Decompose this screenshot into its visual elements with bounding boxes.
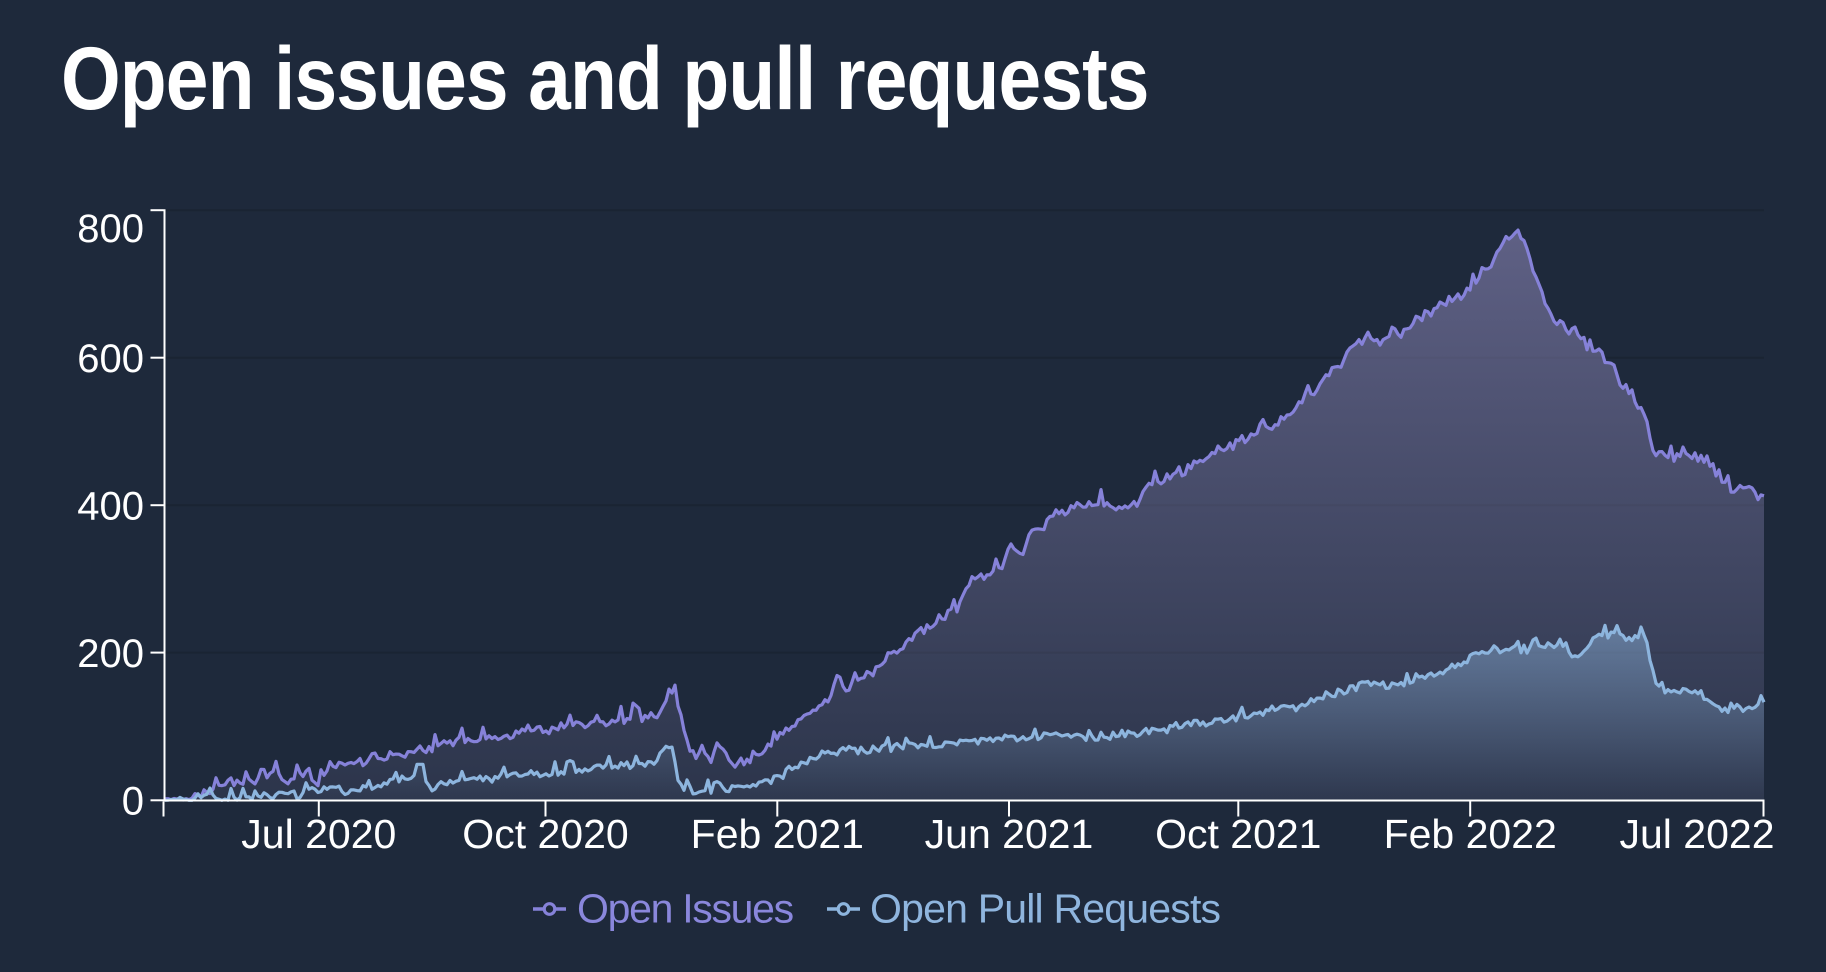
svg-text:Open issues and pull requests: Open issues and pull requests <box>61 29 1149 129</box>
svg-text:Feb 2022: Feb 2022 <box>1384 811 1557 857</box>
svg-text:Open Issues: Open Issues <box>577 886 794 932</box>
svg-text:400: 400 <box>77 484 144 528</box>
svg-text:Feb 2021: Feb 2021 <box>691 811 864 857</box>
svg-text:Jul 2022: Jul 2022 <box>1619 811 1774 857</box>
svg-text:Jun 2021: Jun 2021 <box>925 811 1094 857</box>
svg-text:Open Pull Requests: Open Pull Requests <box>870 886 1221 932</box>
svg-text:0: 0 <box>122 780 144 824</box>
svg-text:Jul 2020: Jul 2020 <box>241 811 396 857</box>
svg-text:600: 600 <box>77 337 144 381</box>
svg-text:800: 800 <box>77 207 144 251</box>
svg-text:Oct 2020: Oct 2020 <box>462 811 628 857</box>
svg-text:200: 200 <box>77 632 144 676</box>
svg-text:Oct 2021: Oct 2021 <box>1155 811 1321 857</box>
